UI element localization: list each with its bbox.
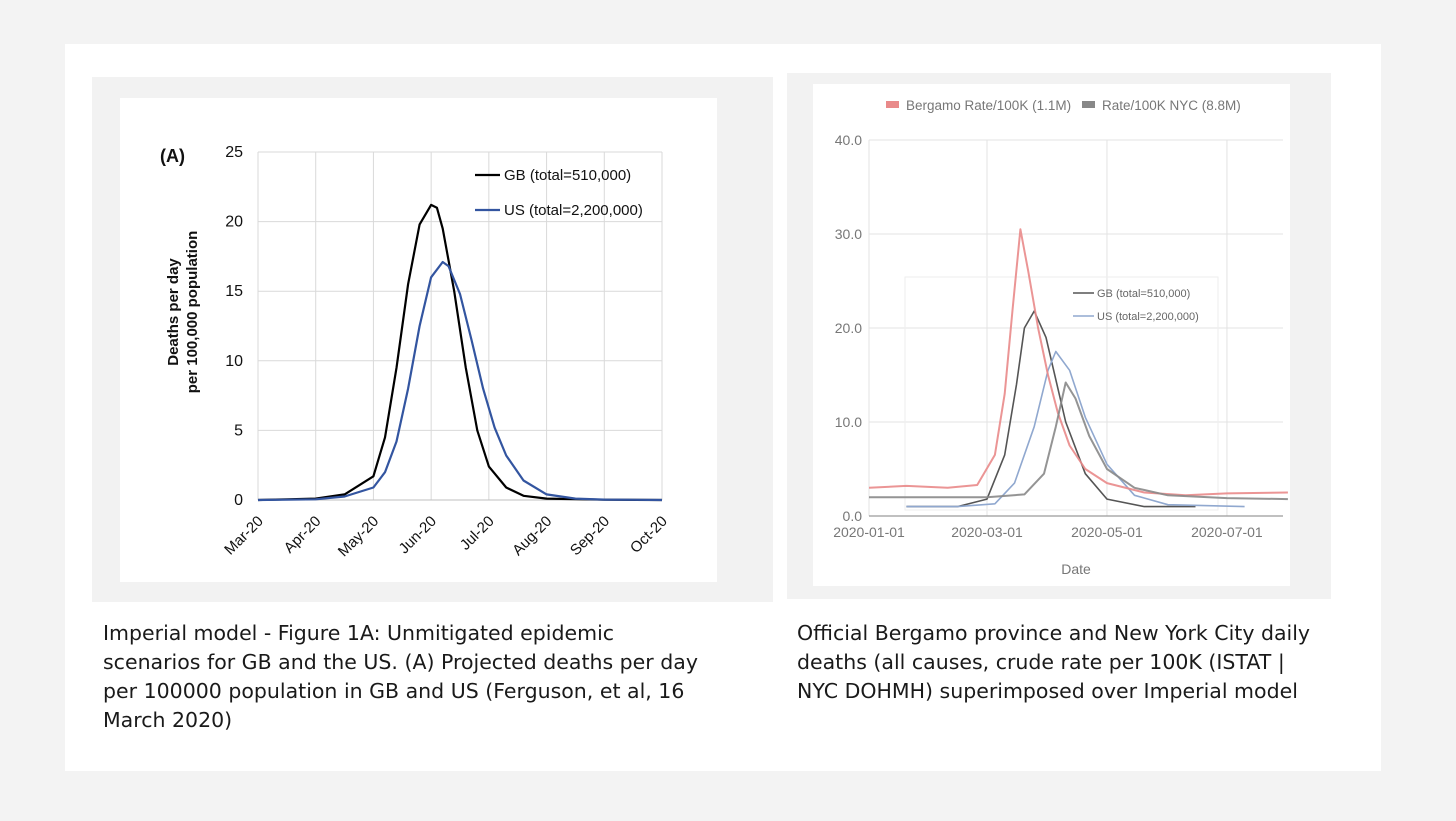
y-tick-label: 10.0 bbox=[835, 414, 862, 430]
x-tick-label: 2020-07-01 bbox=[1191, 524, 1263, 540]
legend-entry: US (total=2,200,000) bbox=[504, 202, 643, 219]
x-tick-label: 2020-05-01 bbox=[1071, 524, 1143, 540]
y-tick-label: 40.0 bbox=[835, 132, 862, 148]
legend-entry: Rate/100K NYC (8.8M) bbox=[1102, 98, 1241, 113]
overlay-legend-entry: GB (total=510,000) bbox=[1097, 288, 1190, 300]
y-tick-label: 5 bbox=[234, 422, 243, 439]
left-caption-line-2: scenarios for GB and the US. (A) Project… bbox=[103, 650, 698, 674]
y-axis-title: Deaths per day per 100,000 population bbox=[165, 231, 201, 394]
y-tick-label: 20 bbox=[225, 214, 243, 231]
right-caption-line-1: Official Bergamo province and New York C… bbox=[797, 621, 1311, 645]
bergamo-series-line bbox=[868, 228, 1288, 497]
y-tick-label: 15 bbox=[225, 283, 243, 300]
left-caption-line-4: March 2020) bbox=[103, 708, 233, 732]
right-figure-caption: Official Bergamo province and New York C… bbox=[797, 619, 1357, 706]
overlay-frame bbox=[904, 276, 1219, 511]
y-tick-label: 0.0 bbox=[843, 508, 863, 524]
left-caption-line-3: per 100000 population in GB and US (Ferg… bbox=[103, 679, 685, 703]
us-series-line bbox=[257, 260, 663, 502]
nyc-series-line bbox=[869, 381, 1288, 501]
y-tick-label: 20.0 bbox=[835, 320, 862, 336]
gb-series-line bbox=[257, 203, 663, 502]
y-axis-title-line-1: Deaths per day bbox=[165, 258, 182, 366]
y-axis-title-line-2: per 100,000 population bbox=[184, 231, 201, 394]
right-caption-line-3: NYC DOHMH) superimposed over Imperial mo… bbox=[797, 679, 1298, 703]
legend-entry: GB (total=510,000) bbox=[504, 167, 631, 184]
y-tick-label: 0 bbox=[234, 492, 243, 509]
y-tick-label: 25 bbox=[225, 144, 243, 161]
left-figure-caption: Imperial model - Figure 1A: Unmitigated … bbox=[103, 619, 743, 735]
bergamo-nyc-chart-card bbox=[813, 84, 1290, 586]
overlay-us-line bbox=[906, 350, 1245, 508]
overlay-gb-line bbox=[906, 310, 1196, 508]
left-caption-line-1: Imperial model - Figure 1A: Unmitigated … bbox=[103, 621, 615, 645]
x-tick-label: 2020-03-01 bbox=[951, 524, 1023, 540]
panel-label: (A) bbox=[160, 146, 185, 166]
legend-entry: Bergamo Rate/100K (1.1M) bbox=[906, 98, 1071, 113]
overlay-legend-entry: US (total=2,200,000) bbox=[1097, 311, 1199, 323]
x-axis-title: Date bbox=[1061, 561, 1091, 577]
x-tick-label: 2020-01-01 bbox=[833, 524, 905, 540]
imperial-chart-card bbox=[120, 98, 717, 582]
y-tick-label: 10 bbox=[225, 353, 243, 370]
right-caption-line-2: deaths (all causes, crude rate per 100K … bbox=[797, 650, 1285, 674]
y-tick-label: 30.0 bbox=[835, 226, 862, 242]
legend-swatch bbox=[886, 101, 899, 108]
legend-swatch bbox=[1082, 101, 1095, 108]
